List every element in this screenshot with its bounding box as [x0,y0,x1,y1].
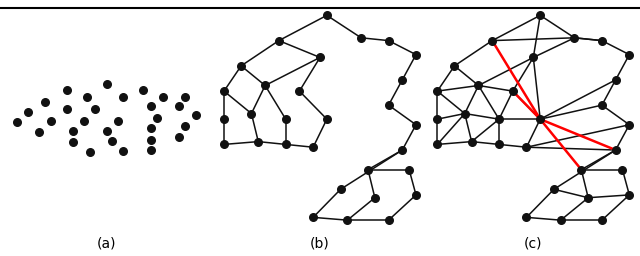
Point [596,39,607,43]
Point [138,88,148,92]
Point [274,39,284,43]
Point [322,13,332,17]
Point [624,193,634,197]
Point [62,88,72,92]
Point [253,140,264,144]
Point [308,215,318,219]
Point [467,140,477,144]
Point [219,142,229,146]
Point [335,187,346,191]
Point [449,64,460,68]
Point [522,145,532,149]
Point [397,78,408,82]
Point [280,117,291,121]
Point [383,218,394,222]
Point [363,168,373,172]
Point [460,112,470,116]
Point [411,52,421,57]
Point [397,148,408,152]
Point [79,119,90,123]
Point [40,100,50,104]
Point [118,95,129,99]
Text: (b): (b) [310,236,330,250]
Point [535,13,545,17]
Point [68,140,78,144]
Point [624,123,634,127]
Point [308,145,318,149]
Text: (a): (a) [97,236,116,250]
Point [556,218,566,222]
Point [191,113,202,117]
Point [370,196,380,200]
Point [157,95,168,99]
Point [280,142,291,146]
Point [383,103,394,107]
Point [411,123,421,127]
Point [596,218,607,222]
Point [174,135,184,140]
Point [62,107,72,111]
Point [180,95,190,99]
Point [147,104,157,108]
Point [432,89,442,93]
Point [494,117,504,121]
Point [411,193,421,197]
Point [113,119,123,123]
Point [147,126,157,131]
Point [260,83,270,88]
Point [432,117,442,121]
Point [618,168,628,172]
Point [494,142,504,146]
Point [548,187,559,191]
Point [322,117,332,121]
Point [570,36,580,40]
Point [174,104,184,108]
Text: (c): (c) [524,236,543,250]
Point [45,119,56,123]
Point [404,168,414,172]
Point [84,150,95,154]
Point [522,215,532,219]
Point [342,218,353,222]
Point [583,196,593,200]
Point [152,116,162,120]
Point [219,117,229,121]
Point [82,95,92,99]
Point [219,89,229,93]
Point [508,89,518,93]
Point [236,64,246,68]
Point [383,39,394,43]
Point [102,82,112,86]
Point [147,148,157,152]
Point [294,89,305,93]
Point [180,124,190,128]
Point [611,148,621,152]
Point [576,168,586,172]
Point [35,130,45,134]
Point [246,112,257,116]
Point [487,39,497,43]
Point [90,107,100,111]
Point [118,149,129,153]
Point [147,137,157,142]
Point [315,55,325,59]
Point [528,55,538,59]
Point [68,129,78,133]
Point [474,83,484,88]
Point [611,78,621,82]
Point [535,117,545,121]
Point [107,139,117,143]
Point [432,142,442,146]
Point [596,103,607,107]
Point [23,110,33,114]
Point [12,120,22,124]
Point [102,129,112,133]
Point [624,52,634,57]
Point [356,36,366,40]
